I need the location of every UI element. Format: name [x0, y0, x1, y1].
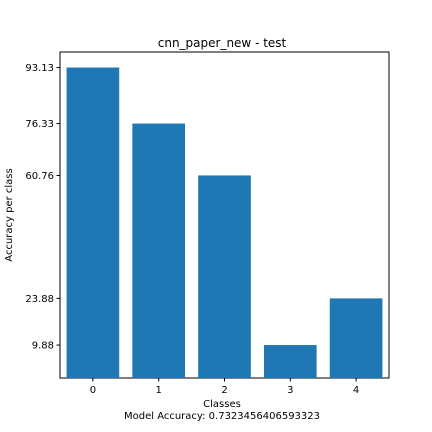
chart-title: cnn_paper_new - test — [158, 36, 287, 50]
x-tick-label: 1 — [156, 385, 162, 396]
x-axis-ticks: 0 1 2 3 4 — [90, 378, 359, 396]
bars — [66, 67, 383, 378]
bar-class-0 — [66, 67, 120, 378]
y-axis-ticks: 9.88 23.88 60.76 76.33 93.13 — [25, 63, 60, 352]
bar-class-2 — [198, 175, 251, 378]
y-tick-label: 9.88 — [32, 341, 54, 352]
x-tick-label: 0 — [90, 385, 96, 396]
bar-class-4 — [329, 298, 383, 378]
bar-class-1 — [132, 123, 186, 378]
y-axis-label: Accuracy per class — [4, 168, 15, 261]
x-axis-label: Classes — [203, 399, 241, 410]
x-tick-label: 3 — [287, 385, 293, 396]
bar-class-3 — [263, 345, 317, 378]
y-tick-label: 23.88 — [25, 294, 54, 305]
y-tick-label: 93.13 — [25, 63, 54, 74]
x-tick-label: 2 — [221, 385, 227, 396]
model-accuracy-caption: Model Accuracy: 0.7323456406593323 — [124, 411, 320, 422]
y-tick-label: 76.33 — [25, 119, 54, 130]
x-tick-label: 4 — [353, 385, 359, 396]
y-tick-label: 60.76 — [25, 171, 54, 182]
